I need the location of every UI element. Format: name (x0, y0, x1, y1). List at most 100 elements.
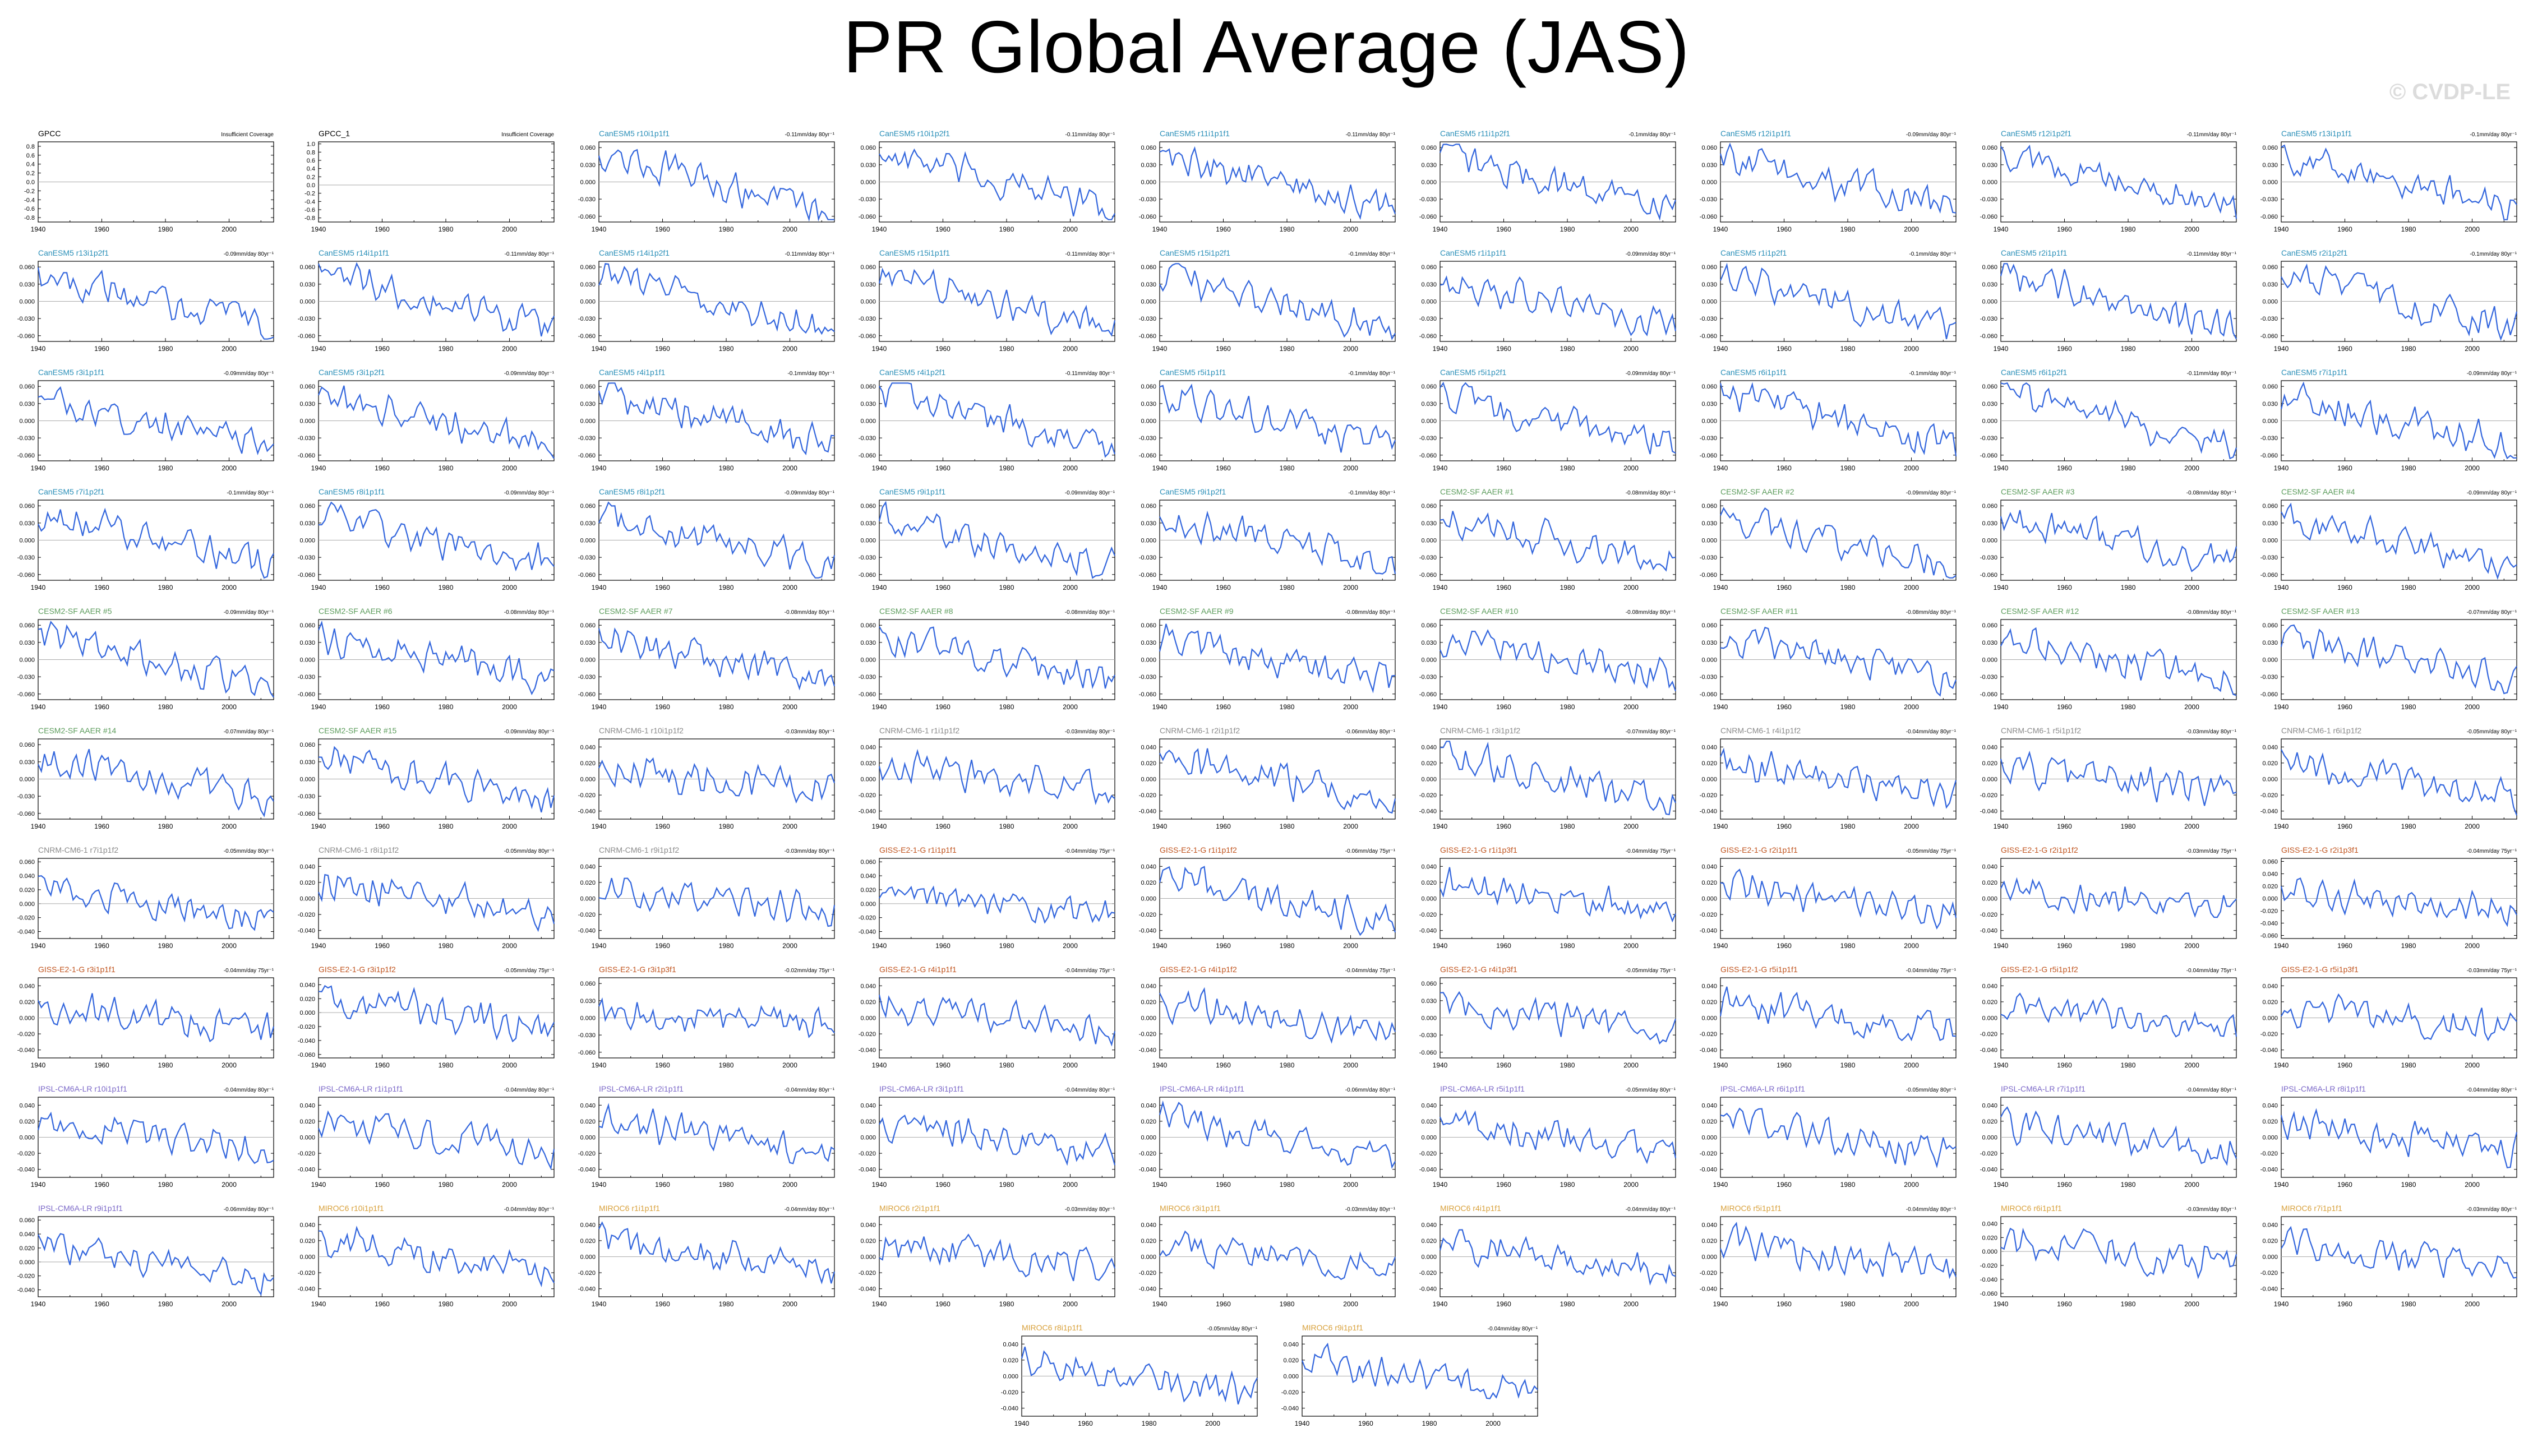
panel-title: CanESM5 r6i1p2f1 (2001, 368, 2068, 377)
x-tick-label: 1980 (999, 464, 1014, 472)
series-line (317, 385, 555, 459)
y-tick-label: -0.030 (1139, 196, 1156, 203)
y-tick-label: 0.4 (307, 166, 315, 173)
x-tick-label: 1960 (375, 584, 390, 591)
x-tick-label: 1980 (158, 464, 173, 472)
y-tick-label: 0.000 (2262, 896, 2278, 903)
y-tick-label: -0.040 (859, 1286, 876, 1293)
x-tick-label: 2000 (222, 584, 237, 591)
y-tick-label: 0.000 (1141, 657, 1156, 664)
series-line (37, 1111, 274, 1164)
series-line (598, 149, 834, 222)
y-tick-label: -0.020 (1139, 792, 1156, 799)
x-tick-label: 2000 (1205, 1420, 1220, 1427)
y-tick-label: 0.020 (1701, 999, 1717, 1006)
y-tick-label: 0.030 (1982, 281, 1997, 288)
panel-title: MIROC6 r10i1p1f1 (319, 1204, 384, 1213)
y-tick-label: 0.040 (860, 1222, 876, 1228)
y-tick-label: 0.060 (1421, 503, 1437, 510)
y-tick-label: -0.060 (1700, 572, 1717, 579)
y-tick-label: 0.040 (1141, 983, 1156, 990)
panel-trend-label: -0.04mm/day 80yr⁻¹ (504, 1087, 555, 1093)
y-tick-label: -0.020 (859, 915, 876, 922)
panel: CanESM5 r4i1p2f1 -0.11mm/day 80yr⁻¹ 0.060 0… (859, 368, 1116, 472)
x-tick-label: 1960 (1358, 1420, 1373, 1427)
y-tick-label: 0.000 (860, 776, 876, 783)
panel: CESM2-SF AAER #4 -0.09mm/day 80yr⁻¹ 0.060 0… (2260, 487, 2517, 591)
panel-title: CanESM5 r2i1p2f1 (2281, 248, 2348, 257)
x-tick-label: 2000 (2184, 1061, 2199, 1069)
y-tick-label: -0.020 (1980, 1150, 1997, 1157)
y-tick-label: 0.030 (299, 759, 315, 766)
panel-trend-label: -0.09mm/day 80yr⁻¹ (2467, 490, 2517, 496)
y-tick-label: 0.000 (580, 418, 596, 425)
x-tick-label: 2000 (782, 1300, 797, 1308)
y-tick-label: 0.030 (1982, 401, 1997, 408)
x-tick-label: 1980 (1560, 942, 1575, 950)
panel-trend-label: -0.11mm/day 80yr⁻¹ (1346, 132, 1396, 138)
panel-title: GISS-E2-1-G r5i1p1f2 (2001, 965, 2078, 974)
y-tick-label: 0.000 (580, 538, 596, 544)
series-line (2280, 877, 2517, 927)
x-tick-label: 1980 (158, 1061, 173, 1069)
panel: CanESM5 r6i1p1f1 -0.1mm/day 80yr⁻¹ 0.060 0.… (1700, 368, 1957, 472)
x-tick-label: 1960 (375, 1061, 390, 1069)
y-tick-label: 0.040 (299, 1222, 315, 1228)
y-tick-label: 0.000 (19, 1259, 35, 1266)
y-tick-label: 0.030 (1982, 162, 1997, 169)
panel-trend-label: -0.03mm/day 80yr⁻¹ (2467, 1207, 2517, 1213)
panel-title: CESM2-SF AAER #2 (1720, 487, 1794, 496)
x-tick-label: 1940 (1152, 584, 1168, 591)
x-tick-label: 1980 (1840, 942, 1856, 950)
y-tick-label: 0.000 (1421, 896, 1437, 903)
y-tick-label: 0.000 (1701, 776, 1717, 783)
panel-trend-label: -0.04mm/day 80yr⁻¹ (2186, 1087, 2237, 1093)
x-tick-label: 1940 (1295, 1420, 1310, 1427)
x-tick-label: 2000 (502, 345, 517, 353)
y-tick-label: 0.020 (1982, 760, 1997, 767)
y-tick-label: 0.000 (860, 657, 876, 664)
panel: CESM2-SF AAER #15 -0.09mm/day 80yr⁻¹ 0.060… (298, 726, 555, 830)
y-tick-label: -0.030 (1980, 554, 1997, 561)
x-tick-label: 1980 (2121, 1181, 2136, 1189)
panel: CESM2-SF AAER #10 -0.08mm/day 80yr⁻¹ 0.060… (1419, 607, 1677, 711)
series-line (2000, 627, 2237, 696)
series-line (1439, 629, 1677, 692)
y-tick-label: 0.030 (1141, 281, 1156, 288)
panel-title: CNRM-CM6-1 r10i1p1f2 (599, 726, 684, 735)
y-tick-label: 0.060 (1421, 264, 1437, 271)
x-tick-label: 2000 (2184, 584, 2199, 591)
y-tick-label: -0.060 (2260, 333, 2278, 340)
y-tick-label: 0.000 (19, 657, 35, 664)
y-tick-label: 0.000 (860, 538, 876, 544)
y-tick-label: 0.000 (2262, 1254, 2278, 1261)
series-line (878, 748, 1115, 806)
series-line (1439, 741, 1677, 816)
y-tick-label: 0.040 (1701, 863, 1717, 870)
y-tick-label: 0.000 (860, 418, 876, 425)
y-tick-label: -0.040 (1980, 1277, 1997, 1283)
panel-title: CESM2-SF AAER #6 (319, 607, 393, 616)
y-tick-label: 0.000 (860, 1135, 876, 1141)
y-tick-label: 0.000 (860, 179, 876, 186)
x-tick-label: 1980 (2401, 822, 2416, 830)
x-tick-label: 1940 (311, 1181, 326, 1189)
y-tick-label: 0.060 (1141, 383, 1156, 390)
x-tick-label: 1940 (1152, 942, 1168, 950)
panel-title: MIROC6 r1i1p1f1 (599, 1204, 660, 1213)
x-tick-label: 1960 (1078, 1420, 1093, 1427)
panel: GISS-E2-1-G r2i1p1f2 -0.03mm/day 75yr⁻¹ 0.… (1980, 845, 2237, 950)
panel-trend-label: -0.04mm/day 75yr⁻¹ (1065, 848, 1115, 854)
x-tick-label: 1980 (1840, 703, 1856, 711)
y-tick-label: -0.060 (1700, 691, 1717, 698)
x-tick-label: 1980 (719, 703, 734, 711)
panel-trend-label: -0.04mm/day 75yr⁻¹ (1906, 968, 1957, 974)
plot-frame (318, 977, 555, 1059)
y-tick-label: 0.030 (1141, 401, 1156, 408)
panel: CanESM5 r12i1p1f1 -0.09mm/day 80yr⁻¹ 0.060… (1700, 129, 1957, 233)
y-tick-label: 0.030 (860, 640, 876, 646)
panel-title: GISS-E2-1-G r1i1p1f2 (1160, 845, 1237, 854)
y-tick-label: -0.030 (1139, 674, 1156, 681)
y-tick-label: -0.040 (1700, 808, 1717, 815)
x-tick-label: 1980 (439, 822, 454, 830)
